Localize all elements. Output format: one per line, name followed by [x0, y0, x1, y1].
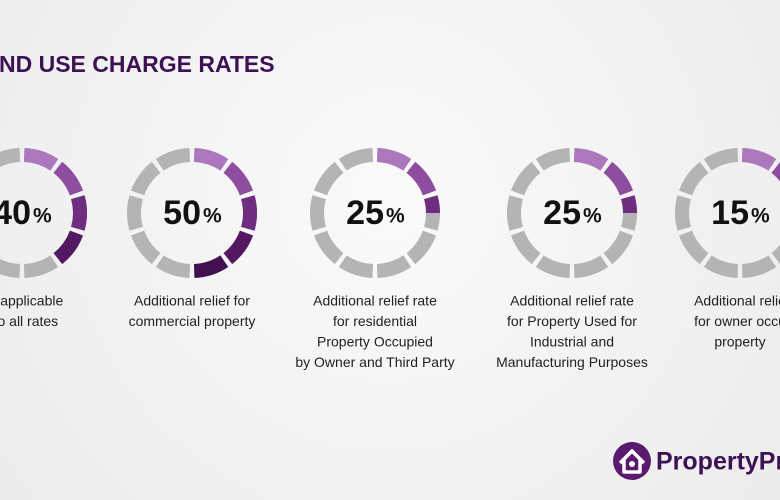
category-label: property: [714, 334, 765, 350]
gauge-track: [741, 255, 777, 278]
value-label: 25: [346, 194, 384, 232]
value-label: 25: [543, 194, 581, 232]
gauge-track: [535, 148, 571, 171]
logo: PropertyPro: [613, 442, 780, 480]
gauge-segment: [406, 161, 437, 196]
gauge-track: [338, 255, 374, 278]
gauge-segment: [23, 148, 59, 171]
gauge-track: [130, 161, 161, 196]
gauge: 25 % Additional relief rate for Property Us…: [496, 148, 648, 370]
gauge-track: [406, 230, 437, 265]
value-unit: %: [386, 205, 405, 228]
gauge-segment: [193, 148, 229, 171]
value-label: 50: [163, 194, 201, 232]
gauge-segment: [241, 195, 257, 231]
title: ND USE CHARGE RATES: [0, 51, 275, 77]
value-label: 40: [0, 194, 31, 232]
gauge-track: [678, 161, 709, 196]
gauge-track: [376, 255, 412, 278]
category-label: for Property Used for: [507, 313, 637, 329]
category-label: Additional relief for: [134, 293, 250, 309]
gauge: 40% ral applicable f to all rates: [0, 148, 87, 329]
gauge-track: [313, 161, 344, 196]
gauge-track: [573, 255, 609, 278]
gauge: 15 % Additional relie for owner occu propert…: [674, 148, 780, 350]
category-label: by Owner and Third Party: [295, 354, 454, 370]
value-unit: %: [33, 205, 52, 228]
gauge-track: [603, 230, 634, 265]
category-label: Additional relief rate: [510, 293, 634, 309]
gauge-track: [23, 255, 59, 278]
gauge-track: [674, 195, 691, 231]
logo-dot: [629, 461, 635, 467]
logo-text: PropertyPro: [656, 448, 780, 476]
gauge-track: [703, 148, 739, 171]
gauge: 25 % Additional relief rate for residential…: [295, 148, 455, 370]
category-label: Manufacturing Purposes: [496, 354, 648, 370]
gauge-track: [535, 255, 571, 278]
gauge-track: [510, 230, 541, 265]
value-label: 15: [711, 194, 749, 232]
gauge-track: [313, 230, 344, 265]
value-unit: %: [751, 205, 770, 228]
gauge-track: [510, 161, 541, 196]
gauge-track: [507, 195, 523, 231]
gauge-segment: [223, 161, 254, 196]
gauge-segment: [193, 255, 229, 278]
gauge-track: [310, 195, 326, 231]
gauge-track: [703, 255, 739, 278]
gauge-segment: [573, 148, 609, 171]
gauge-segment: [223, 230, 254, 265]
logo-house: [618, 449, 646, 474]
gauge-segment: [53, 161, 84, 196]
category-label: ral applicable: [0, 293, 63, 309]
gauge-track: [771, 244, 780, 264]
gauge-segment: [71, 195, 87, 231]
gauge-segment: [53, 230, 84, 265]
value-unit: %: [203, 205, 222, 228]
gauge-track: [130, 230, 161, 265]
gauge-track: [155, 255, 191, 278]
gauge-track: [678, 230, 709, 265]
category-label: Additional relief rate: [313, 293, 437, 309]
value-unit: %: [583, 205, 602, 228]
gauge-segment: [424, 195, 440, 213]
gauge-segment: [771, 162, 780, 182]
gauge-track: [0, 148, 21, 168]
category-label: Industrial and: [530, 334, 614, 350]
gauge: 50 % Additional relief for commercial prope…: [126, 148, 257, 329]
category-label: for residential: [333, 313, 417, 329]
gauge-segment: [603, 161, 634, 196]
gauge-track: [155, 148, 191, 171]
category-label: commercial property: [129, 313, 256, 329]
category-label: for owner occu: [694, 313, 780, 329]
gauge-track: [0, 258, 21, 278]
gauge-track: [338, 148, 374, 171]
category-label: f to all rates: [0, 313, 58, 329]
gauge-segment: [741, 148, 777, 171]
category-label: Additional relie: [694, 293, 780, 309]
category-label: Property Occupied: [317, 334, 433, 350]
gauge-track: [126, 195, 143, 231]
gauge-segment: [621, 195, 637, 213]
gauge-segment: [376, 148, 412, 171]
